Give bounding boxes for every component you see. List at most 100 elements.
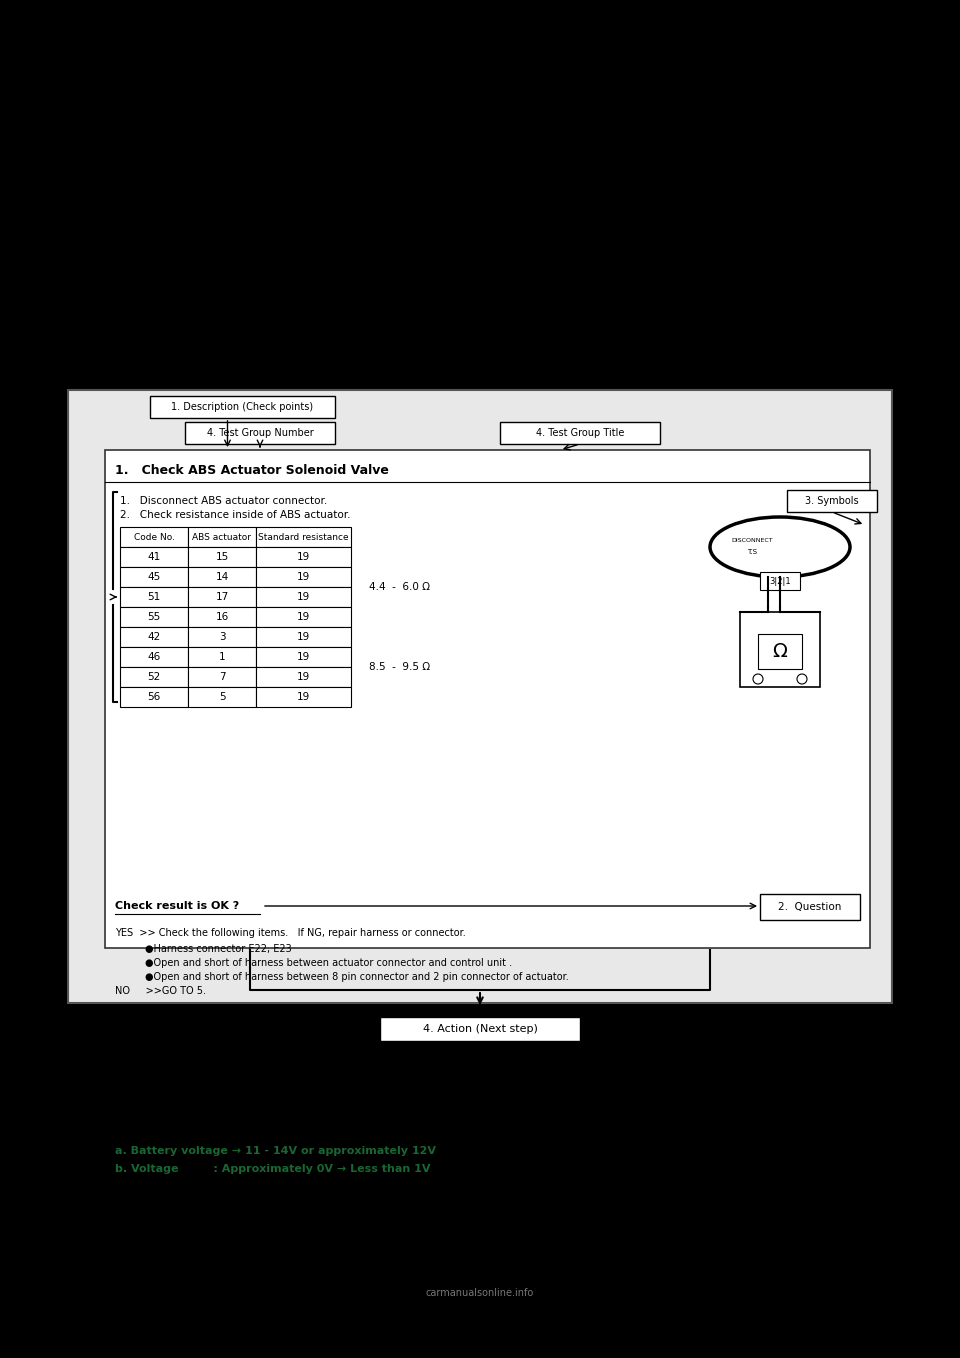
Text: Work and diagnostic procedure: Work and diagnostic procedure bbox=[98, 1058, 294, 1067]
Text: 19: 19 bbox=[297, 572, 310, 583]
Circle shape bbox=[753, 674, 763, 684]
Text: 19: 19 bbox=[297, 592, 310, 602]
Bar bbox=[188, 627, 256, 646]
Text: 14: 14 bbox=[215, 572, 228, 583]
Text: 2.   Check resistance inside of ABS actuator.: 2. Check resistance inside of ABS actuat… bbox=[120, 511, 350, 520]
Text: Refer to Component Parts and Harness Connector Location for the Systems describe: Refer to Component Parts and Harness Con… bbox=[98, 181, 684, 190]
Text: section for identification of harness connectors.: section for identification of harness co… bbox=[98, 259, 399, 270]
Text: 8.5  -  9.5 Ω: 8.5 - 9.5 Ω bbox=[369, 661, 430, 672]
Bar bbox=[120, 646, 188, 667]
Text: 19: 19 bbox=[297, 612, 310, 622]
Text: that all harness connectors are reconnected as they were.: that all harness connectors are reconnec… bbox=[98, 346, 464, 356]
Bar bbox=[105, 449, 870, 948]
Text: 7: 7 bbox=[219, 672, 226, 682]
Text: Questions and required results are indicated in bold type in test group.: Questions and required results are indic… bbox=[98, 1111, 494, 1120]
Text: 51: 51 bbox=[148, 592, 160, 602]
Bar bbox=[256, 607, 351, 627]
Bar bbox=[256, 667, 351, 687]
Text: The meaning of are as follows:: The meaning of are as follows: bbox=[98, 1126, 269, 1137]
Text: 6.: 6. bbox=[72, 308, 84, 318]
Bar bbox=[740, 612, 820, 687]
Bar bbox=[188, 547, 256, 568]
Text: 4.4  -  6.0 Ω: 4.4 - 6.0 Ω bbox=[369, 583, 430, 592]
Bar bbox=[120, 607, 188, 627]
Text: 1.: 1. bbox=[72, 1058, 84, 1067]
Bar bbox=[256, 687, 351, 708]
Text: 1: 1 bbox=[219, 652, 226, 661]
Text: Check result is OK ?: Check result is OK ? bbox=[115, 900, 239, 911]
Text: 52: 52 bbox=[148, 672, 160, 682]
Bar bbox=[256, 547, 351, 568]
Text: 17: 17 bbox=[215, 592, 228, 602]
Text: DISCONNECT: DISCONNECT bbox=[732, 538, 773, 542]
Text: 56: 56 bbox=[148, 693, 160, 702]
Text: ●Open and short of harness between 8 pin connector and 2 pin connector of actuat: ●Open and short of harness between 8 pin… bbox=[145, 972, 568, 982]
Bar bbox=[188, 667, 256, 687]
Text: 42: 42 bbox=[148, 631, 160, 642]
Text: ●Open and short of harness between actuator connector and control unit .: ●Open and short of harness between actua… bbox=[145, 957, 512, 968]
Text: 2.  Question: 2. Question bbox=[779, 902, 842, 913]
Text: Ω: Ω bbox=[773, 642, 787, 661]
Bar bbox=[256, 627, 351, 646]
Text: NO     >>GO TO 5.: NO >>GO TO 5. bbox=[115, 986, 206, 995]
Bar bbox=[188, 527, 256, 547]
Text: 1.   Disconnect ABS actuator connector.: 1. Disconnect ABS actuator connector. bbox=[120, 496, 327, 507]
Text: 16: 16 bbox=[215, 612, 228, 622]
Bar bbox=[120, 687, 188, 708]
Text: 3: 3 bbox=[219, 631, 226, 642]
Text: 1.: 1. bbox=[72, 118, 84, 128]
Bar bbox=[760, 572, 800, 589]
Circle shape bbox=[797, 674, 807, 684]
Text: b. Voltage         : Approximately 0V → Less than 1V: b. Voltage : Approximately 0V → Less tha… bbox=[115, 1164, 430, 1175]
Text: T.S: T.S bbox=[747, 549, 757, 555]
Text: Refer to the Circuit Diagram for quick pin-point check.: Refer to the Circuit Diagram for quick p… bbox=[98, 219, 439, 228]
Bar bbox=[68, 390, 892, 1004]
Text: a. Battery voltage → 11 - 14V or approximately 12V: a. Battery voltage → 11 - 14V or approxi… bbox=[115, 1146, 436, 1156]
Text: 19: 19 bbox=[297, 652, 310, 661]
Text: GI-10: GI-10 bbox=[459, 1278, 501, 1291]
Text: 19: 19 bbox=[297, 631, 310, 642]
Text: 46: 46 bbox=[148, 652, 160, 661]
Bar bbox=[256, 587, 351, 607]
Text: 7.: 7. bbox=[72, 331, 84, 342]
Bar bbox=[150, 397, 335, 418]
Text: 19: 19 bbox=[297, 551, 310, 562]
Text: After repairs, re-check that the problem has been completely eliminated.: After repairs, re-check that the problem… bbox=[98, 156, 557, 166]
Text: Questions and required results: Questions and required results bbox=[98, 1096, 292, 1105]
Text: carmanualsonline.info: carmanualsonline.info bbox=[426, 1287, 534, 1298]
Text: Standard resistance: Standard resistance bbox=[258, 532, 348, 542]
Text: "Work Flow".: "Work Flow". bbox=[98, 132, 179, 143]
Bar bbox=[758, 634, 802, 669]
Bar bbox=[120, 527, 188, 547]
Text: Code No.: Code No. bbox=[133, 532, 175, 542]
Bar bbox=[188, 646, 256, 667]
Text: 15: 15 bbox=[215, 551, 228, 562]
Text: 41: 41 bbox=[148, 551, 160, 562]
Bar bbox=[380, 1017, 580, 1042]
Bar bbox=[120, 547, 188, 568]
Text: 55: 55 bbox=[148, 612, 160, 622]
Text: 19: 19 bbox=[297, 672, 310, 682]
Bar bbox=[500, 422, 660, 444]
Text: sub-harness is used, refer to Wiring Diagram in each individual section and Harn: sub-harness is used, refer to Wiring Dia… bbox=[98, 246, 708, 257]
Text: Start to diagnose a problem using procedures indicated in enclosed test groups.: Start to diagnose a problem using proced… bbox=[98, 1073, 546, 1082]
Text: 5: 5 bbox=[219, 693, 226, 702]
Text: 45: 45 bbox=[148, 572, 160, 583]
Text: 1. Description (Check points): 1. Description (Check points) bbox=[172, 402, 314, 411]
Bar bbox=[188, 607, 256, 627]
Text: After accomplishing the Diagnostic Procedures and Electrical Components Inspecti: After accomplishing the Diagnostic Proce… bbox=[98, 331, 705, 342]
Text: SAIA0256E: SAIA0256E bbox=[841, 1042, 887, 1050]
Text: When checking circuit continuity, Ignition switch should be OFF.: When checking circuit continuity, Igniti… bbox=[98, 284, 498, 293]
Text: 4. Action (Next step): 4. Action (Next step) bbox=[422, 1024, 538, 1033]
Text: YES  >> Check the following items.   If NG, repair harness or connector.: YES >> Check the following items. If NG,… bbox=[115, 928, 466, 938]
Bar bbox=[787, 490, 877, 512]
Bar bbox=[120, 587, 188, 607]
Bar bbox=[188, 587, 256, 607]
Bar bbox=[256, 527, 351, 547]
Ellipse shape bbox=[710, 517, 850, 577]
Text: 3. Symbols: 3. Symbols bbox=[805, 496, 859, 507]
Bar bbox=[188, 687, 256, 708]
Text: Before checking voltage at connectors, check battery voltage.: Before checking voltage at connectors, c… bbox=[98, 308, 488, 318]
Text: Before performing trouble diagnoses, read the "Preliminary Check", the "Symptom : Before performing trouble diagnoses, rea… bbox=[98, 118, 702, 128]
Text: 3.: 3. bbox=[72, 1187, 84, 1196]
